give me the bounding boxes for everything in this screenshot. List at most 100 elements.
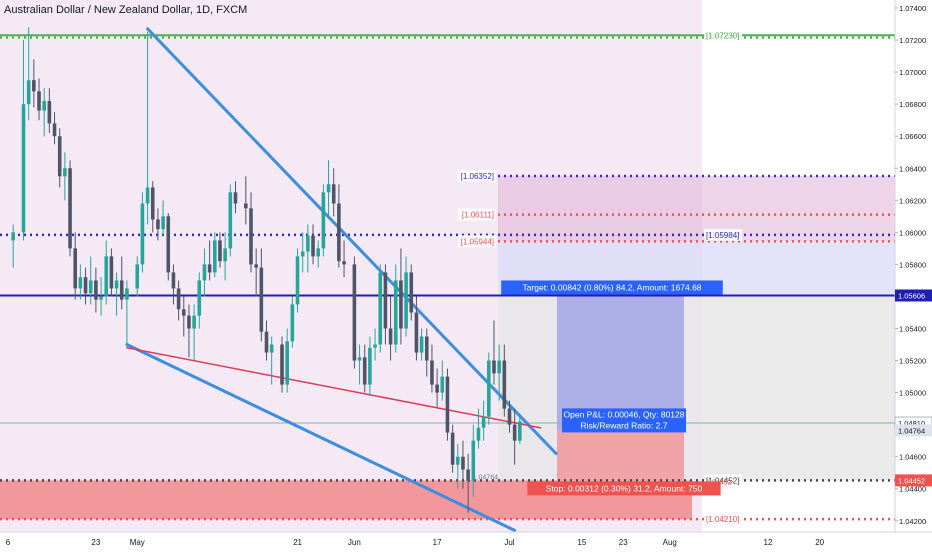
candle-64 <box>368 336 372 396</box>
candle-body <box>187 315 191 329</box>
target-label: Target: 0.00842 (0.80%) 84.2, Amount: 16… <box>522 282 701 292</box>
line-label-0: [1.07230] <box>706 31 739 40</box>
candle-49 <box>285 328 289 393</box>
candle-44 <box>254 248 258 297</box>
candle-92 <box>512 408 517 465</box>
candle-body <box>140 203 145 265</box>
candle-body <box>518 421 522 441</box>
candle-body <box>223 248 227 262</box>
y-tick-label-13: 1.06800 <box>899 100 926 109</box>
y-tick-label-5: 1.05200 <box>899 357 926 366</box>
x-tick-label-5: 17 <box>433 538 442 547</box>
candle-80 <box>450 424 455 473</box>
candle-body <box>342 261 346 265</box>
candle-body <box>337 203 341 262</box>
candle-76 <box>430 344 434 393</box>
candle-43 <box>249 192 253 273</box>
candle-52 <box>300 232 305 273</box>
candle-body <box>445 376 450 433</box>
candle-body <box>285 341 289 385</box>
candle-47 <box>269 336 274 385</box>
candle-body <box>502 360 507 409</box>
candle-body <box>218 240 222 262</box>
candle-body <box>63 168 67 177</box>
candle-body <box>430 360 434 385</box>
candle-3 <box>32 59 36 108</box>
x-tick-label-7: 15 <box>577 538 586 547</box>
line-label-2: [1.05984] <box>706 231 739 240</box>
candle-88 <box>492 320 496 385</box>
position-zones-layer <box>498 241 895 481</box>
candle-73 <box>414 296 419 361</box>
price-tag-3: 1.04452 <box>898 476 925 485</box>
lower-wedge-line[interactable] <box>125 343 517 532</box>
candle-body <box>197 280 202 316</box>
candle-body <box>378 272 383 345</box>
x-tick-label-10: 12 <box>764 538 773 547</box>
candle-10 <box>68 160 72 257</box>
candle-body <box>264 331 269 353</box>
candle-56 <box>321 184 326 257</box>
candle-65 <box>373 328 377 361</box>
candle-91 <box>507 400 512 433</box>
candle-body <box>207 264 212 273</box>
candle-13 <box>83 267 88 305</box>
candle-body <box>161 216 165 230</box>
y-tick-label-10: 1.06200 <box>899 196 926 205</box>
candle-body <box>88 280 93 294</box>
candle-body <box>181 309 186 316</box>
candle-body <box>362 357 367 385</box>
candle-67 <box>383 264 388 345</box>
candle-62 <box>357 344 362 385</box>
candle-17 <box>104 240 109 305</box>
candle-body <box>37 91 41 111</box>
candle-body <box>213 240 217 273</box>
candle-2 <box>26 27 31 121</box>
candle-body <box>393 280 398 345</box>
candle-14 <box>88 256 93 305</box>
x-tick-label-11: 20 <box>815 538 824 547</box>
candle-1 <box>21 40 26 241</box>
candle-body <box>466 469 470 481</box>
candle-body <box>52 123 57 137</box>
pnl-label-line1: Open P&L: 0.00046, Qty: 80128 <box>564 409 685 419</box>
candle-body <box>99 296 103 300</box>
candle-7 <box>52 112 57 145</box>
red-trendline[interactable] <box>126 346 542 429</box>
candle-body <box>419 336 424 353</box>
line-label-5: [1.04210] <box>706 515 739 524</box>
y-tick-label-14: 1.07000 <box>899 68 926 77</box>
candle-body <box>156 219 160 230</box>
line-label-bg-8 <box>457 235 496 248</box>
candle-68 <box>388 296 393 361</box>
candle-54 <box>311 224 315 265</box>
entry-marker-label: 1.04764 <box>473 474 498 481</box>
candle-body <box>404 272 408 329</box>
candle-body <box>145 187 150 204</box>
candle-57 <box>326 160 331 217</box>
candle-body <box>311 235 315 257</box>
candle-20 <box>119 256 124 310</box>
x-tick-label-4: Jun <box>348 538 361 547</box>
time-axis[interactable] <box>0 532 932 550</box>
candle-30 <box>176 280 181 321</box>
candle-body <box>73 248 78 289</box>
candle-59 <box>337 184 341 268</box>
x-tick-label-2: May <box>130 538 145 547</box>
price-tag-2: 1.04764 <box>898 426 925 435</box>
candle-body <box>300 251 305 257</box>
candle-body <box>202 264 207 281</box>
price-range-box <box>498 175 895 242</box>
line-label-bg-6 <box>457 169 496 182</box>
candle-body <box>414 312 419 353</box>
price-axis[interactable] <box>895 0 932 550</box>
candle-body <box>109 256 114 289</box>
candle-body <box>280 344 284 385</box>
candle-70 <box>399 248 403 345</box>
candle-84 <box>471 424 476 497</box>
candle-4 <box>37 78 41 121</box>
candle-body <box>47 100 52 124</box>
